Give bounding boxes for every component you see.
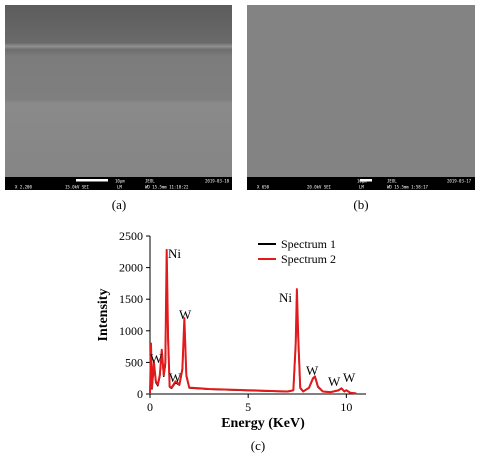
info-text: 10μm (115, 179, 125, 184)
legend-label: Spectrum 2 (281, 252, 336, 266)
peak-label: W (179, 307, 192, 322)
info-text: JEOL (387, 179, 397, 184)
info-text: X 650 (257, 185, 270, 190)
info-text: 10μm (357, 179, 367, 184)
y-axis-label: Intensity (96, 289, 111, 342)
info-text: JEOL (145, 179, 155, 184)
x-tick-label: 0 (147, 400, 153, 414)
peak-label: W (150, 351, 163, 366)
peak-label: Ni (279, 290, 292, 305)
panel-caption: (b) (353, 197, 368, 212)
peak-label: Ni (168, 246, 181, 261)
info-text: 15.0kV SEI (65, 185, 90, 190)
peak-label: W (306, 363, 319, 378)
info-text: 20.0kV SEI (307, 185, 332, 190)
chart-caption: (c) (251, 438, 265, 453)
y-tick-label: 2000 (119, 261, 143, 275)
peak-label: W (328, 374, 341, 389)
spectrum-line (149, 248, 357, 395)
y-tick-label: 2500 (119, 229, 143, 243)
legend-label: Spectrum 1 (281, 237, 336, 251)
scale-bar-b (360, 179, 372, 182)
y-tick-label: 1500 (119, 292, 143, 306)
peak-label: W (343, 370, 356, 385)
info-text: 2019-03-18 (205, 179, 230, 184)
y-tick-label: 1000 (119, 324, 143, 338)
panel-caption: (a) (112, 197, 126, 212)
info-text: LM (117, 185, 122, 190)
scale-bar-a (76, 179, 108, 182)
sem-image-b (247, 5, 475, 177)
x-tick-label: 5 (245, 400, 251, 414)
x-tick-label: 10 (340, 400, 352, 414)
info-bar-b (247, 177, 475, 190)
info-text: WD 15.5mm 11:10:22 (145, 185, 189, 190)
info-text: LM (359, 185, 364, 190)
info-text: WD 15.5mm 1:58:17 (387, 185, 429, 190)
peak-label: W (169, 370, 182, 385)
y-tick-label: 0 (137, 387, 143, 401)
info-text: 2019-03-17 (447, 179, 472, 184)
x-axis-label: Energy (KeV) (221, 416, 305, 431)
y-tick-label: 500 (125, 355, 143, 369)
sem-image-a (5, 5, 232, 177)
info-text: X 2,200 (15, 185, 32, 190)
info-bar-a (5, 177, 232, 190)
